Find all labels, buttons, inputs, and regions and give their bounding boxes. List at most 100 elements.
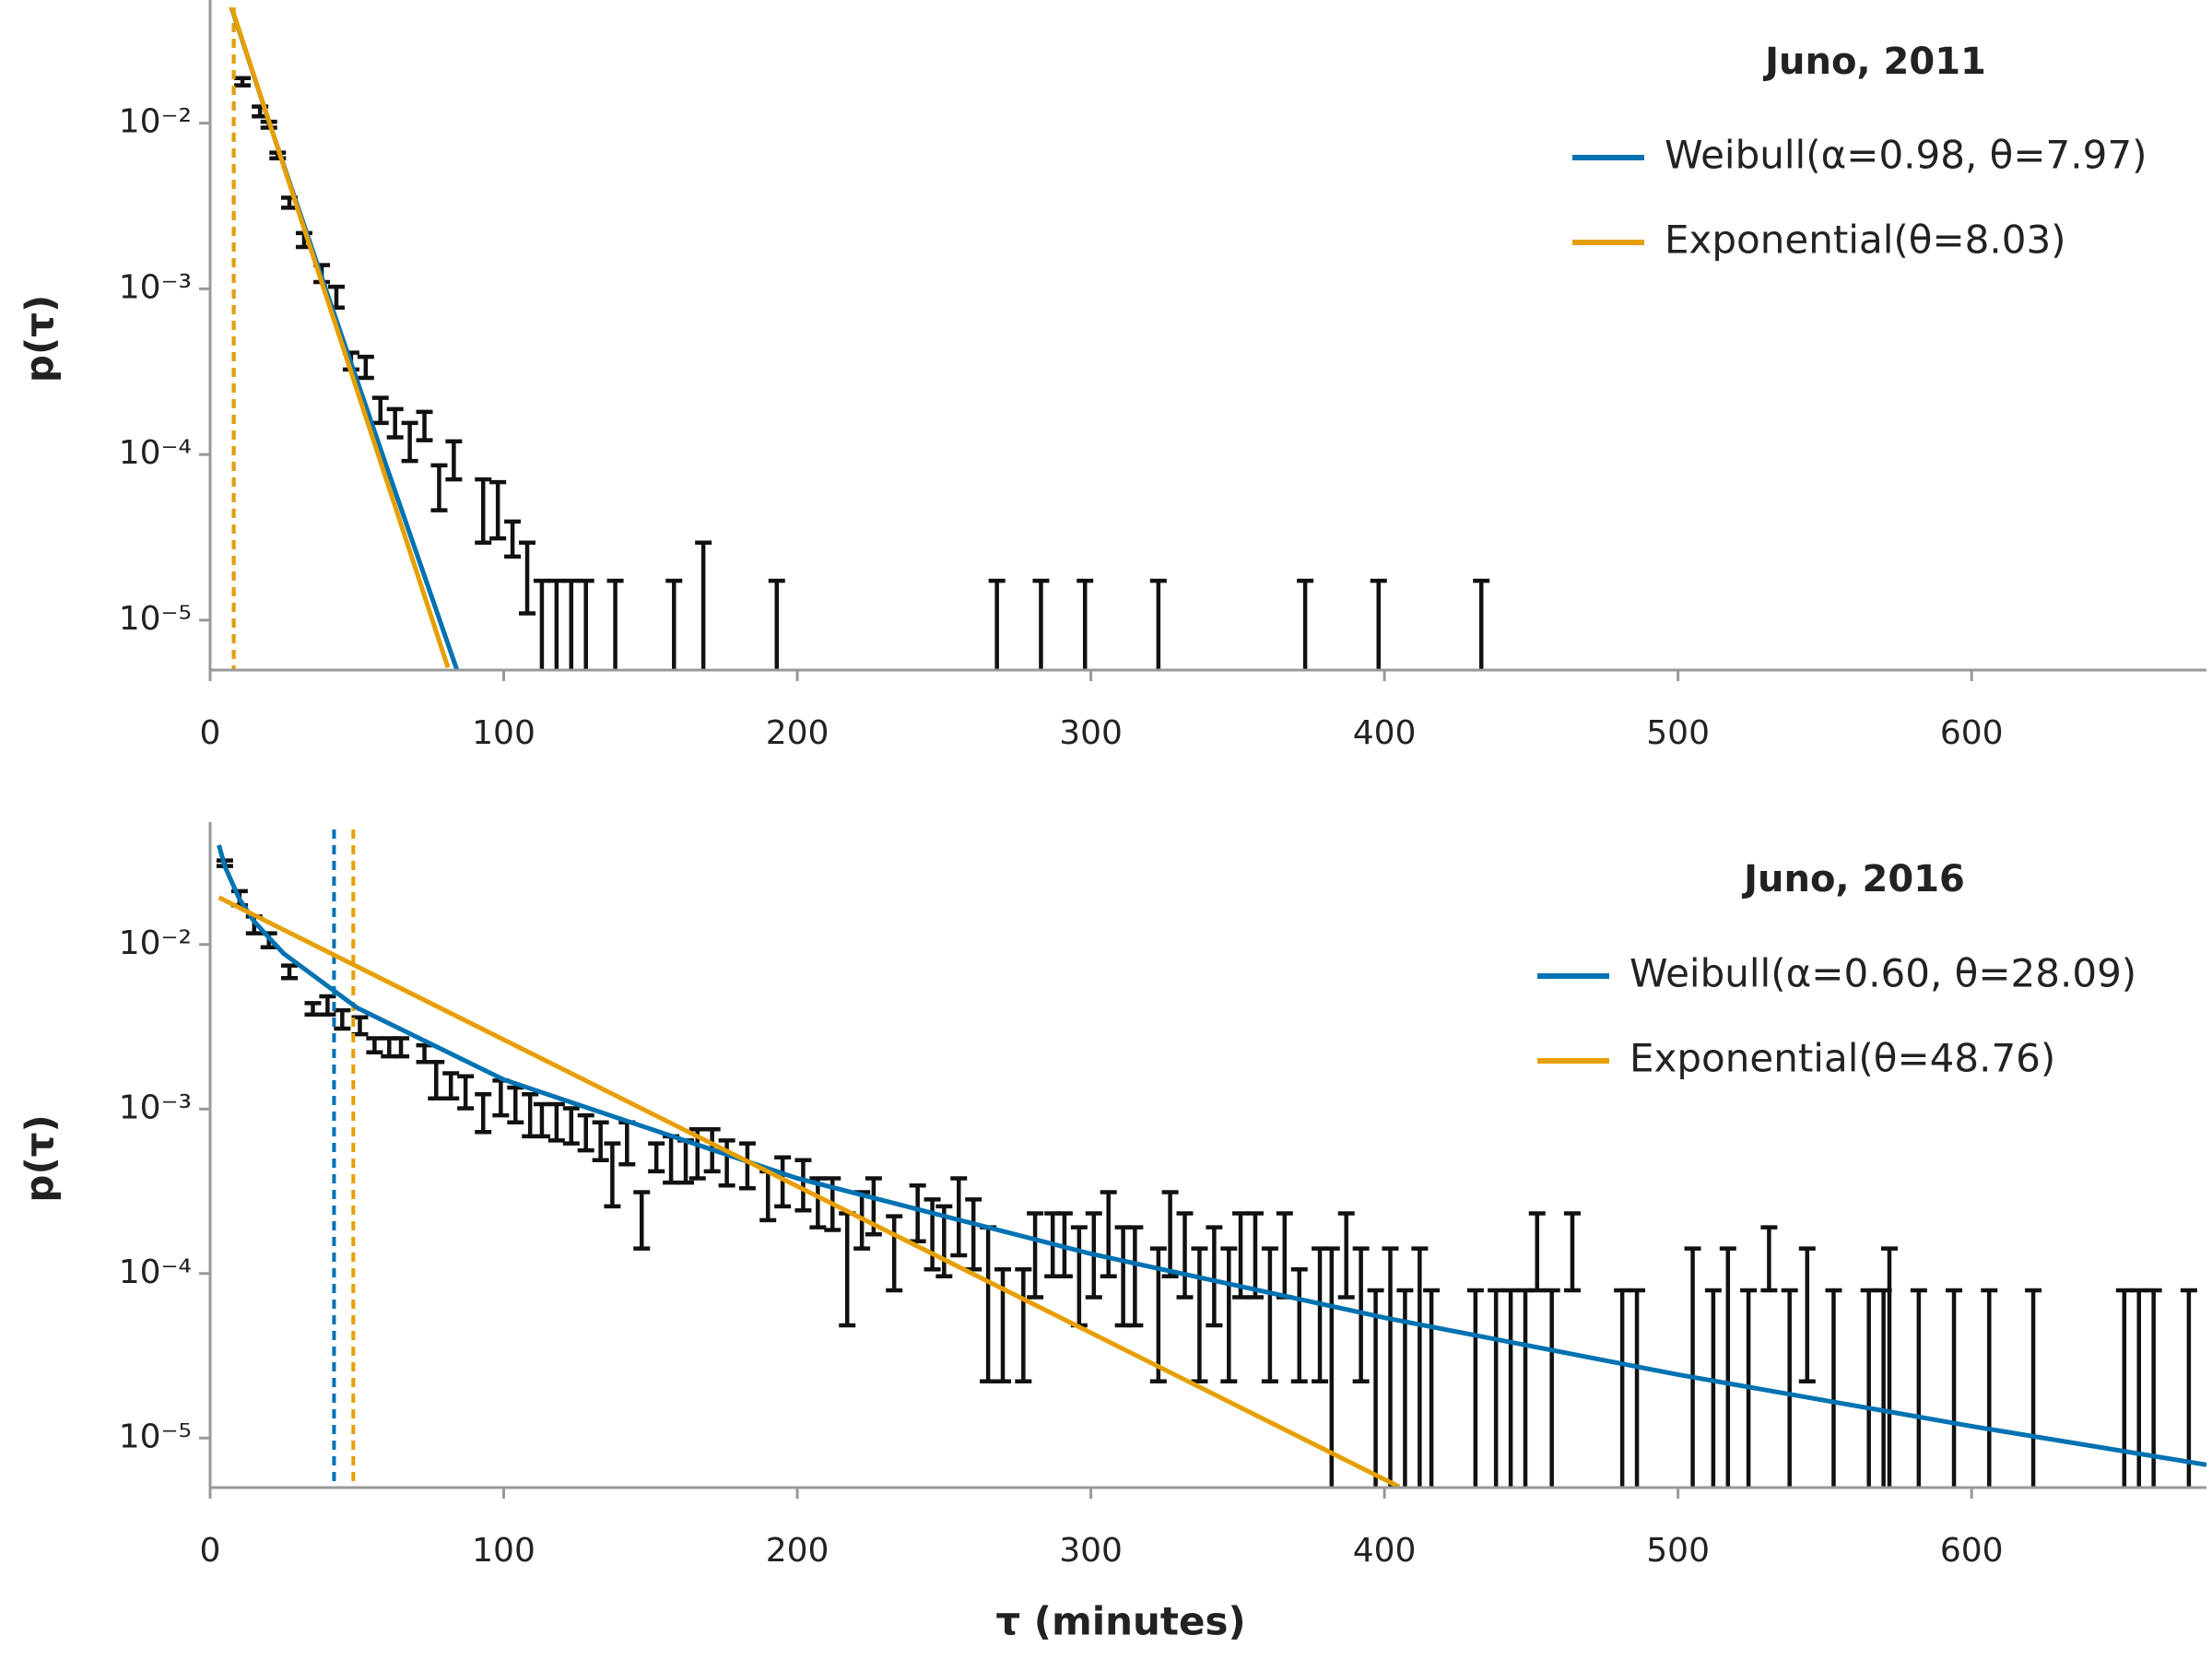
plot-area: [216, 830, 2206, 1488]
x-tick-label: 0: [200, 1532, 221, 1570]
error-bar: [1411, 1246, 1429, 1488]
error-bar: [1246, 1211, 1264, 1300]
error-bar: [794, 1158, 812, 1213]
y-tick-label: 10⁻³: [119, 1088, 192, 1126]
error-bar: [2145, 1288, 2162, 1488]
error-bar: [1370, 578, 1387, 670]
error-bar: [1114, 1225, 1132, 1328]
error-bar: [489, 479, 507, 541]
error-bar: [1543, 1288, 1560, 1488]
error-bar: [1176, 1211, 1194, 1300]
error-bar: [428, 1060, 445, 1101]
error-bar: [519, 540, 536, 616]
error-bar: [430, 463, 448, 512]
error-bar: [1312, 1246, 1329, 1384]
x-tick-label: 200: [766, 714, 830, 752]
error-bar: [1946, 1288, 1963, 1488]
error-bar: [1027, 1211, 1044, 1300]
error-bar: [366, 1036, 383, 1055]
error-bar: [1825, 1288, 1842, 1488]
fit-line: [217, 844, 2206, 1467]
error-bar: [1015, 1267, 1032, 1384]
error-bar: [1032, 578, 1050, 670]
error-bar: [1517, 1288, 1535, 1488]
error-bar: [381, 1036, 398, 1059]
legend-label: Weibull(α=0.60, θ=28.09): [1630, 951, 2136, 996]
error-bar: [809, 1176, 827, 1230]
error-bar: [965, 1197, 982, 1272]
error-bar: [1719, 1246, 1736, 1488]
error-bar: [909, 1182, 926, 1244]
legend-label: Weibull(α=0.98, θ=7.97): [1665, 133, 2147, 178]
error-bar: [618, 1120, 636, 1167]
error-bar: [1232, 1211, 1250, 1300]
error-bar: [492, 1078, 510, 1118]
x-axis-label: τ (minutes): [995, 1599, 1245, 1644]
y-tick-label: 10⁻²: [119, 103, 192, 141]
error-bar: [562, 578, 580, 670]
chart-title: Juno, 2016: [1741, 858, 1965, 900]
error-bar: [1760, 1225, 1778, 1293]
error-bar: [334, 1007, 351, 1031]
plot-area: [229, 7, 1490, 670]
error-bar: [234, 76, 252, 88]
x-tick-label: 500: [1646, 714, 1710, 752]
error-bar: [759, 1169, 777, 1223]
error-bar: [695, 540, 712, 670]
error-bar: [357, 354, 374, 381]
error-bar: [633, 1190, 651, 1251]
fit-line: [218, 895, 1401, 1488]
error-bar: [1070, 1225, 1088, 1328]
error-bar: [475, 477, 492, 545]
error-bar: [393, 1036, 410, 1059]
y-tick-label: 10⁻²: [119, 924, 192, 962]
error-bar: [1684, 1246, 1701, 1488]
panel: 0 100 200 300 400 500 600 10⁻⁵ 10⁻⁴ 10⁻³ 10⁻² p(τ) J…: [18, 0, 2206, 752]
chart-title: Juno, 2011: [1762, 41, 1986, 83]
error-bar: [416, 1042, 433, 1065]
error-bar: [1981, 1288, 1998, 1488]
error-bar: [604, 1141, 621, 1209]
error-bar: [457, 1074, 475, 1111]
x-tick-label: 0: [200, 714, 221, 752]
error-bar: [1276, 1211, 1293, 1300]
error-bar: [1423, 1288, 1441, 1488]
error-bar: [774, 1155, 792, 1209]
error-bar: [547, 578, 565, 670]
error-bar: [1191, 1246, 1208, 1384]
y-tick-label: 10⁻⁴: [119, 1253, 192, 1291]
y-tick-label: 10⁻⁵: [119, 1418, 192, 1455]
error-bar: [533, 1101, 550, 1139]
error-bar: [1100, 1190, 1117, 1279]
error-bar: [1297, 578, 1314, 670]
error-bar: [547, 1101, 565, 1143]
error-bar: [1502, 1288, 1520, 1488]
y-tick-label: 10⁻³: [119, 268, 192, 306]
error-bar: [1337, 1211, 1355, 1300]
error-bar: [1629, 1288, 1646, 1488]
error-bar: [445, 439, 463, 482]
error-bar: [522, 1091, 539, 1139]
error-bar: [507, 1085, 524, 1124]
error-bar: [577, 578, 594, 670]
error-bar: [304, 1001, 322, 1018]
x-tick-label: 400: [1353, 1532, 1417, 1570]
error-bar: [1860, 1288, 1877, 1488]
error-bar: [665, 578, 683, 670]
error-bar: [839, 1211, 856, 1328]
error-bar: [648, 1141, 665, 1174]
error-bar: [592, 1120, 609, 1162]
error-bar: [768, 578, 785, 670]
error-bar: [442, 1071, 460, 1101]
error-bar: [386, 406, 404, 440]
x-tick-label: 600: [1940, 714, 2004, 752]
error-bar: [1149, 578, 1167, 670]
error-bar: [401, 420, 418, 464]
error-bar: [1488, 1288, 1505, 1488]
error-bar: [1220, 1246, 1238, 1384]
error-bar: [718, 1138, 735, 1188]
error-bar: [281, 963, 299, 981]
error-bar: [1740, 1288, 1758, 1488]
x-tick-label: 100: [472, 714, 535, 752]
